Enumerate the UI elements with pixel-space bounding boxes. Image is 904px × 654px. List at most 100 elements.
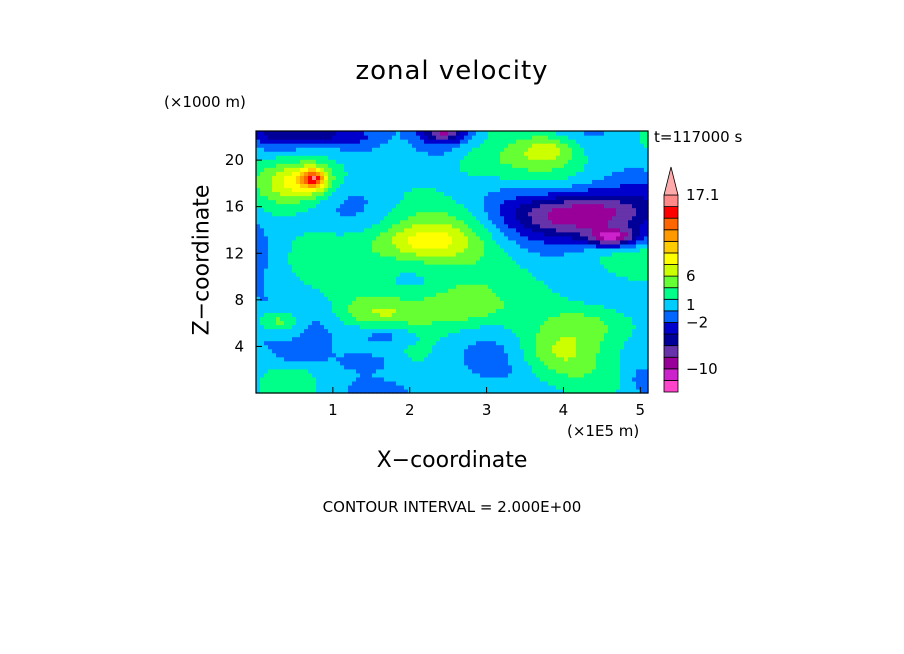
heatmap-cell <box>352 199 357 205</box>
heatmap-cell <box>560 332 565 338</box>
heatmap-cell <box>476 239 481 245</box>
heatmap-cell <box>344 388 349 394</box>
heatmap-cell <box>412 356 417 362</box>
heatmap-cell <box>312 316 317 322</box>
heatmap-cell <box>340 288 345 293</box>
heatmap-cell <box>368 151 373 156</box>
heatmap-cell <box>352 219 357 225</box>
heatmap-cell <box>372 215 377 221</box>
heatmap-cell <box>320 352 325 358</box>
heatmap-cell <box>500 388 505 394</box>
heatmap-cell <box>500 344 505 350</box>
heatmap-cell <box>344 304 349 309</box>
heatmap-cell <box>396 288 401 293</box>
heatmap-cell <box>396 332 401 338</box>
heatmap-cell <box>516 356 521 362</box>
heatmap-cell <box>272 264 277 269</box>
heatmap-cell <box>552 203 557 209</box>
heatmap-cell <box>400 376 405 382</box>
heatmap-cell <box>436 211 441 217</box>
heatmap-cell <box>548 312 553 318</box>
heatmap-cell <box>380 264 385 269</box>
heatmap-cell <box>516 223 521 229</box>
heatmap-cell <box>276 348 281 354</box>
heatmap-cell <box>464 372 469 378</box>
heatmap-cell <box>440 235 445 241</box>
heatmap-cell <box>280 167 285 172</box>
heatmap-cell <box>472 163 477 168</box>
heatmap-cell <box>300 171 305 176</box>
heatmap-cell <box>528 288 533 293</box>
heatmap-cell <box>380 284 385 289</box>
heatmap-cell <box>316 344 321 350</box>
heatmap-cell <box>288 280 293 285</box>
heatmap-cell <box>268 332 273 338</box>
heatmap-cell <box>552 143 557 148</box>
heatmap-cell <box>392 304 397 309</box>
heatmap-cell <box>396 167 401 172</box>
heatmap-cell <box>452 203 457 209</box>
heatmap-cell <box>320 360 325 366</box>
heatmap-cell <box>560 243 565 249</box>
heatmap-cell <box>288 131 293 136</box>
heatmap-cell <box>404 288 409 293</box>
heatmap-cell <box>404 320 409 326</box>
heatmap-cell <box>436 344 441 350</box>
heatmap-cell <box>516 151 521 156</box>
heatmap-cell <box>404 179 409 184</box>
heatmap-cell <box>408 364 413 370</box>
heatmap-cell <box>400 159 405 164</box>
heatmap-cell <box>360 276 365 281</box>
heatmap-cell <box>444 239 449 245</box>
heatmap-cell <box>460 231 465 237</box>
heatmap-cell <box>536 316 541 322</box>
heatmap-cell <box>404 376 409 382</box>
heatmap-cell <box>292 300 297 305</box>
heatmap-cell <box>516 388 521 394</box>
heatmap-cell <box>456 352 461 358</box>
heatmap-cell <box>460 296 465 301</box>
heatmap-cell <box>336 380 341 386</box>
heatmap-cell <box>556 147 561 152</box>
heatmap-cell <box>412 227 417 233</box>
heatmap-cell <box>408 231 413 237</box>
heatmap-cell <box>392 171 397 176</box>
heatmap-cell <box>444 203 449 209</box>
heatmap-cell <box>284 203 289 209</box>
heatmap-cell <box>272 147 277 152</box>
heatmap-cell <box>328 288 333 293</box>
heatmap-cell <box>436 372 441 378</box>
heatmap-cell <box>304 199 309 205</box>
heatmap-cell <box>440 264 445 269</box>
heatmap-cell <box>260 328 265 334</box>
heatmap-cell <box>320 159 325 164</box>
heatmap-cell <box>316 151 321 156</box>
heatmap-cell <box>496 159 501 164</box>
heatmap-cell <box>312 268 317 273</box>
heatmap-cell <box>540 143 545 148</box>
heatmap-cell <box>300 211 305 217</box>
heatmap-cell <box>392 251 397 257</box>
heatmap-cell <box>492 324 497 330</box>
heatmap-cell <box>268 336 273 342</box>
heatmap-cell <box>424 356 429 362</box>
heatmap-cell <box>392 388 397 394</box>
heatmap-cell <box>496 276 501 281</box>
heatmap-cell <box>400 231 405 237</box>
heatmap-cell <box>272 364 277 370</box>
heatmap-cell <box>536 239 541 245</box>
heatmap-cell <box>384 179 389 184</box>
heatmap-cell <box>320 255 325 261</box>
heatmap-cell <box>272 167 277 172</box>
heatmap-cell <box>408 316 413 322</box>
heatmap-cell <box>304 344 309 350</box>
heatmap-cell <box>480 191 485 197</box>
heatmap-cell <box>328 191 333 197</box>
heatmap-cell <box>528 151 533 156</box>
heatmap-cell <box>548 304 553 309</box>
heatmap-cell <box>256 344 261 350</box>
heatmap-cell <box>332 255 337 261</box>
heatmap-cell <box>376 268 381 273</box>
heatmap-cell <box>396 340 401 346</box>
heatmap-cell <box>296 384 301 390</box>
